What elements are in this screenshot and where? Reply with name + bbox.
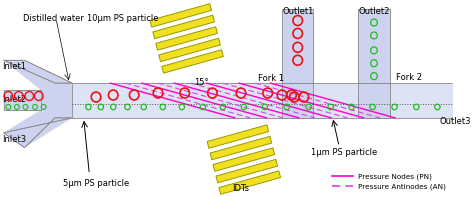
Polygon shape [207,125,269,148]
Bar [282,9,313,83]
Text: 10μm PS particle: 10μm PS particle [87,14,158,23]
Text: Distilled water: Distilled water [23,14,83,23]
Polygon shape [150,4,211,27]
Text: Inlet3: Inlet3 [2,135,27,144]
Legend: Pressure Nodes (PN), Pressure Antinodes (AN): Pressure Nodes (PN), Pressure Antinodes … [329,170,449,193]
Text: IDTs: IDTs [232,184,249,193]
Polygon shape [162,50,223,73]
Polygon shape [3,60,72,148]
Bar [3,90,41,110]
Polygon shape [210,136,272,160]
Polygon shape [156,27,218,50]
Text: 15°: 15° [194,78,209,87]
Polygon shape [153,15,214,39]
Polygon shape [213,148,274,171]
Text: Fork 1: Fork 1 [258,74,284,83]
Bar [358,83,390,118]
Text: 5μm PS particle: 5μm PS particle [63,179,129,188]
Text: Inlet1: Inlet1 [2,62,27,71]
Polygon shape [159,38,220,62]
Polygon shape [3,118,72,148]
Bar [282,83,313,118]
Text: Fork 2: Fork 2 [396,73,422,82]
Text: Outlet3: Outlet3 [439,117,471,126]
Polygon shape [3,60,72,83]
Bar [72,83,453,118]
Polygon shape [216,159,278,183]
Text: Outlet1: Outlet1 [282,7,313,16]
Text: Outlet2: Outlet2 [358,7,390,16]
Polygon shape [219,171,281,194]
Bar [358,9,390,83]
Text: Inlet2: Inlet2 [2,96,27,104]
Text: 1μm PS particle: 1μm PS particle [311,148,377,157]
